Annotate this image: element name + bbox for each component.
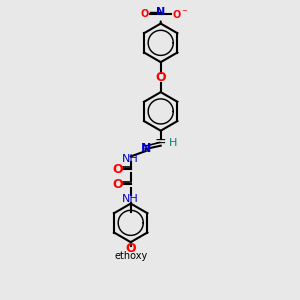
- Text: N: N: [140, 142, 151, 155]
- Text: O: O: [141, 9, 149, 19]
- Text: O: O: [112, 178, 123, 191]
- Text: NH: NH: [122, 154, 139, 164]
- Text: =: =: [155, 136, 167, 149]
- Text: N: N: [156, 7, 165, 17]
- Text: O: O: [112, 163, 123, 176]
- Text: ethoxy: ethoxy: [114, 251, 147, 261]
- Text: O$^-$: O$^-$: [172, 8, 189, 20]
- Text: O: O: [155, 70, 166, 84]
- Text: H: H: [169, 137, 178, 148]
- Text: O: O: [125, 242, 136, 255]
- Text: NH: NH: [122, 194, 139, 204]
